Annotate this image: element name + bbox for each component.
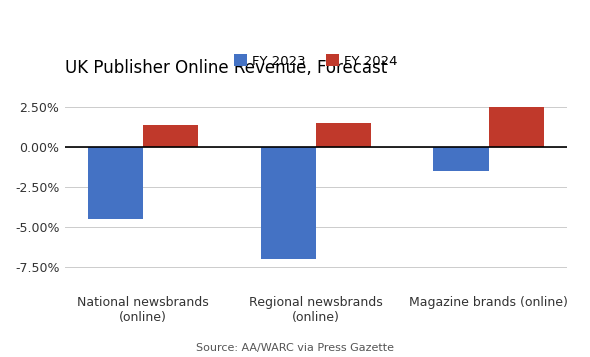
Text: UK Publisher Online Revenue, Forecast: UK Publisher Online Revenue, Forecast [65,59,387,77]
Legend: FY 2023, FY 2024: FY 2023, FY 2024 [229,49,403,73]
Bar [261,147,316,259]
Bar [434,147,489,171]
Bar [88,147,143,219]
Bar [489,107,544,147]
Bar [143,125,198,147]
Text: Source: AA/WARC via Press Gazette: Source: AA/WARC via Press Gazette [196,343,394,353]
Bar [316,124,371,147]
